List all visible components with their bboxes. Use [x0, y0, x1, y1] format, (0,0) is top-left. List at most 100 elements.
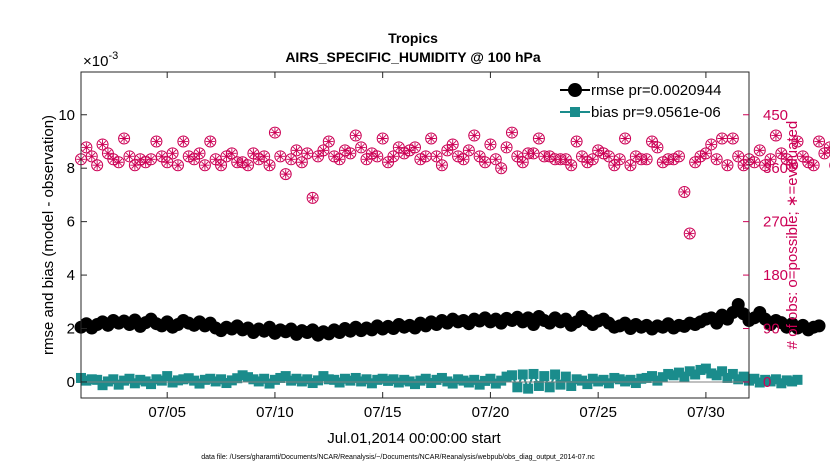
bias-point — [442, 376, 453, 387]
bias-point — [162, 371, 173, 382]
obs-count-marker — [532, 132, 545, 145]
obs-possible-circle — [710, 153, 723, 166]
obs-evaluated-star — [211, 154, 221, 164]
bias-point — [221, 378, 232, 389]
obs-evaluated-star — [480, 157, 490, 167]
bias-point — [485, 373, 496, 384]
bias-point — [603, 378, 614, 389]
obs-count-marker — [215, 159, 228, 172]
obs-evaluated-star — [512, 151, 523, 161]
obs-count-marker — [306, 191, 319, 204]
obs-count-marker — [726, 132, 739, 145]
bias-point — [663, 368, 674, 379]
bias-point — [291, 373, 302, 384]
obs-possible-circle — [355, 141, 368, 154]
obs-evaluated-star — [545, 151, 555, 161]
legend-rmse-marker — [568, 83, 582, 97]
obs-count-marker — [791, 135, 804, 148]
obs-evaluated-star — [410, 142, 420, 153]
obs-count-marker — [683, 227, 696, 240]
obs-evaluated-star — [297, 157, 307, 167]
bias-point — [410, 379, 420, 390]
obs-count-marker — [613, 153, 626, 166]
obs-evaluated-star — [528, 148, 539, 159]
y-tick-label: 0 — [67, 374, 75, 391]
y2-tick-label: 360 — [763, 160, 788, 177]
bias-point — [506, 370, 517, 381]
obs-evaluated-star — [151, 136, 162, 147]
obs-evaluated-star — [388, 151, 399, 161]
bias-point — [431, 374, 442, 385]
obs-evaluated-star — [324, 136, 334, 147]
obs-evaluated-star — [97, 139, 108, 150]
bias-point — [135, 374, 146, 385]
obs-count-marker — [409, 141, 421, 154]
obs-count-marker — [716, 132, 729, 145]
obs-evaluated-star — [415, 154, 426, 164]
bias-point — [113, 379, 124, 390]
obs-evaluated-star — [625, 160, 636, 170]
obs-possible-circle — [225, 147, 238, 160]
bias-point — [490, 378, 501, 389]
obs-count-marker — [279, 168, 292, 181]
obs-count-marker — [371, 150, 384, 163]
obs-possible-circle — [258, 150, 271, 163]
bias-point — [205, 373, 216, 384]
obs-possible-circle — [527, 147, 540, 160]
bias-point — [582, 379, 593, 390]
obs-possible-circle — [699, 147, 712, 160]
obs-count-marker — [602, 150, 615, 163]
bias-point — [399, 374, 410, 385]
obs-evaluated-star — [216, 160, 226, 170]
obs-evaluated-star — [421, 151, 431, 161]
obs-possible-circle — [462, 144, 475, 157]
bias-point — [566, 380, 577, 391]
bias-point — [625, 374, 636, 385]
obs-evaluated-star — [491, 154, 501, 164]
y2-tick-label: 0 — [763, 374, 771, 391]
obs-evaluated-star — [383, 157, 393, 167]
obs-evaluated-star — [372, 151, 382, 161]
obs-possible-circle — [198, 159, 211, 172]
bias-point — [280, 371, 291, 382]
obs-possible-circle — [813, 135, 826, 148]
obs-count-marker — [721, 159, 734, 172]
obs-evaluated-star — [178, 136, 189, 147]
bias-point — [275, 372, 286, 383]
bias-point — [248, 374, 259, 385]
obs-evaluated-star — [205, 136, 215, 147]
obs-evaluated-star — [135, 154, 145, 164]
obs-count-marker — [462, 144, 475, 157]
obs-possible-circle — [468, 129, 481, 142]
obs-evaluated-star — [189, 154, 199, 164]
obs-evaluated-star — [647, 136, 657, 147]
obs-possible-circle — [96, 138, 109, 151]
bias-point — [350, 372, 361, 383]
obs-count-marker — [732, 150, 745, 163]
obs-evaluated-star — [227, 148, 237, 159]
obs-evaluated-star — [103, 148, 113, 159]
legend-box — [558, 78, 742, 122]
obs-evaluated-star — [394, 142, 404, 153]
obs-evaluated-star — [803, 157, 813, 167]
obs-possible-circle — [171, 159, 184, 172]
obs-possible-circle — [161, 156, 174, 169]
obs-evaluated-star — [631, 151, 641, 161]
obs-count-marker — [166, 147, 179, 160]
obs-evaluated-star — [604, 151, 614, 161]
obs-evaluated-star — [286, 154, 296, 164]
obs-possible-circle — [505, 126, 518, 139]
obs-count-marker — [161, 156, 174, 169]
obs-count-marker — [171, 159, 184, 172]
bias-point — [614, 374, 625, 385]
bias-point — [269, 374, 280, 385]
obs-evaluated-star — [496, 163, 506, 173]
obs-evaluated-star — [237, 157, 248, 167]
obs-possible-circle — [683, 227, 696, 240]
bias-point — [124, 373, 135, 384]
bias-point — [647, 371, 658, 382]
obs-count-marker — [769, 129, 782, 142]
bias-point — [453, 374, 464, 385]
obs-evaluated-star — [281, 169, 291, 179]
bias-point — [178, 374, 189, 385]
